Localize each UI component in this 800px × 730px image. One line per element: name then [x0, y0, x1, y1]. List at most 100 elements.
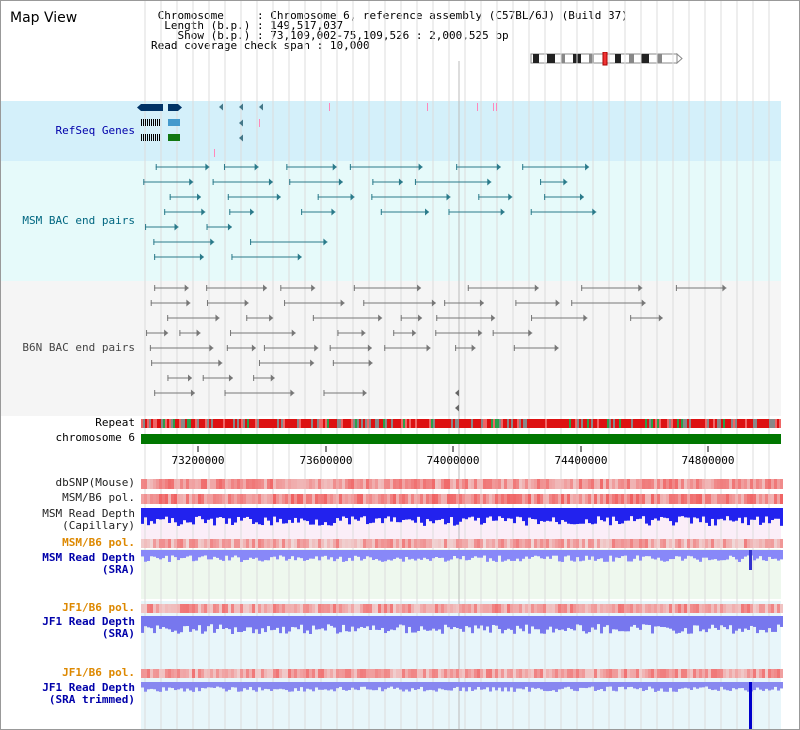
msm-b6-pol-2-cell [351, 539, 354, 548]
dbsnp-cell [378, 479, 381, 489]
track-label-msm-b6-pol-2[interactable]: MSM/B6 pol. [62, 536, 135, 549]
jf1-trimmed-depth-bar [207, 682, 210, 688]
msm-b6-pol-2-cell [306, 539, 309, 548]
track-label-refseq[interactable]: RefSeq Genes [55, 124, 135, 137]
msm-sra-depth-bar [210, 550, 213, 560]
msm-bac-pair [301, 209, 303, 215]
track-label-dbsnp[interactable]: dbSNP(Mouse) [55, 476, 135, 489]
repeat-block [191, 419, 193, 428]
repeat-block [663, 419, 665, 428]
track-label-jf1-depth-trimmed[interactable]: JF1 Read Depth (SRA trimmed) [42, 681, 135, 706]
msm-b6-pol-cell [432, 494, 435, 504]
dbsnp-cell [573, 479, 576, 489]
msm-cap-depth-bar [561, 508, 564, 521]
jf1-b6-pol-cell [249, 604, 252, 613]
msm-cap-depth-bar [669, 508, 672, 522]
msm-sra-depth-bar [441, 550, 444, 558]
msm-b6-pol-cell [168, 494, 171, 504]
msm-sra-depth-bar [381, 550, 384, 562]
jf1-b6-pol-cell [396, 604, 399, 613]
track-label-repeat[interactable]: Repeat [95, 416, 135, 429]
msm-cap-depth-bar [732, 508, 735, 522]
repeat-block [515, 419, 517, 428]
msm-b6-pol-2-cell [732, 539, 735, 548]
dbsnp-cell [624, 479, 627, 489]
jf1-b6-pol-cell [492, 604, 495, 613]
track-label-msm-depth-cap[interactable]: MSM Read Depth (Capillary) [42, 507, 135, 532]
axis-tick-label: 74000000 [426, 454, 480, 467]
track-label-msm-depth-sra[interactable]: MSM Read Depth (SRA) [42, 551, 135, 576]
gene-exon [151, 134, 152, 141]
repeat-block [419, 419, 421, 428]
msm-cap-depth-bar [402, 508, 405, 520]
repeat-block [475, 419, 477, 428]
msm-cap-depth-bar [408, 508, 411, 520]
msm-cap-depth-bar [525, 508, 528, 526]
msm-cap-depth-bar [297, 508, 300, 523]
jf1-b6-pol-2-cell [528, 669, 531, 678]
msm-cap-depth-bar [216, 508, 219, 518]
jf1-sra-depth-bar [492, 616, 495, 625]
jf1-trimmed-depth-bar [267, 682, 270, 690]
jf1-b6-pol-2-cell [492, 669, 495, 678]
repeat-block [555, 419, 557, 428]
dbsnp-cell [432, 479, 435, 489]
b6n-bac-pair [251, 344, 256, 352]
dbsnp-cell [453, 479, 456, 489]
jf1-b6-pol-cell [609, 604, 612, 613]
dbsnp-cell [363, 479, 366, 489]
jf1-b6-pol-cell [717, 604, 720, 613]
msm-cap-depth-bar [528, 508, 531, 518]
dbsnp-cell [618, 479, 621, 489]
track-label-msm-bac[interactable]: MSM BAC end pairs [22, 214, 135, 227]
msm-cap-depth-bar [429, 508, 432, 522]
track-label-jf1-b6-pol-2[interactable]: JF1/B6 pol. [62, 666, 135, 679]
msm-cap-depth-bar [411, 508, 414, 521]
repeat-block [197, 419, 199, 428]
b6n-bac-pair [253, 375, 255, 381]
repeat-block [339, 419, 341, 428]
repeat-block [231, 419, 233, 428]
jf1-sra-depth-bar [600, 616, 603, 634]
repeat-block [333, 419, 335, 428]
jf1-b6-pol-2-cell [753, 669, 756, 678]
jf1-sra-depth-bar [186, 616, 189, 627]
msm-b6-pol-2-cell [726, 539, 729, 548]
jf1-sra-depth-bar [468, 616, 471, 628]
msm-sra-depth-bar [657, 550, 660, 558]
msm-cap-depth-bar [747, 508, 750, 526]
msm-b6-pol-cell [375, 494, 378, 504]
msm-cap-depth-bar [192, 508, 195, 525]
msm-sra-depth-bar [183, 550, 186, 558]
msm-sra-depth-bar [540, 550, 543, 559]
repeat-block [749, 419, 751, 428]
jf1-b6-pol-cell [693, 604, 696, 613]
jf1-b6-pol-cell [612, 604, 615, 613]
repeat-block [217, 419, 219, 428]
msm-b6-pol-cell [165, 494, 168, 504]
msm-cap-depth-bar [513, 508, 516, 524]
msm-b6-pol-cell [477, 494, 480, 504]
msm-cap-depth-bar [594, 508, 597, 524]
repeat-block [161, 419, 163, 428]
msm-b6-pol-cell [564, 494, 567, 504]
msm-cap-depth-bar [627, 508, 630, 521]
track-label-jf1-depth-sra[interactable]: JF1 Read Depth (SRA) [42, 615, 135, 640]
repeat-block [375, 419, 377, 428]
jf1-b6-pol-2-cell [606, 669, 609, 678]
repeat-block [627, 419, 629, 428]
dbsnp-cell [306, 479, 309, 489]
msm-bac-pair [496, 163, 501, 171]
track-label-msm-b6-pol[interactable]: MSM/B6 pol. [62, 491, 135, 504]
msm-bac-pair [349, 164, 351, 170]
jf1-sra-depth-bar [690, 616, 693, 634]
jf1-trimmed-depth-bar [642, 682, 645, 692]
msm-sra-depth-bar [189, 550, 192, 556]
jf1-b6-pol-cell [366, 604, 369, 613]
track-label-b6n-bac[interactable]: B6N BAC end pairs [22, 341, 135, 354]
dbsnp-cell [393, 479, 396, 489]
msm-b6-pol-cell [549, 494, 552, 504]
track-label-jf1-b6-pol[interactable]: JF1/B6 pol. [62, 601, 135, 614]
dbsnp-cell [546, 479, 549, 489]
